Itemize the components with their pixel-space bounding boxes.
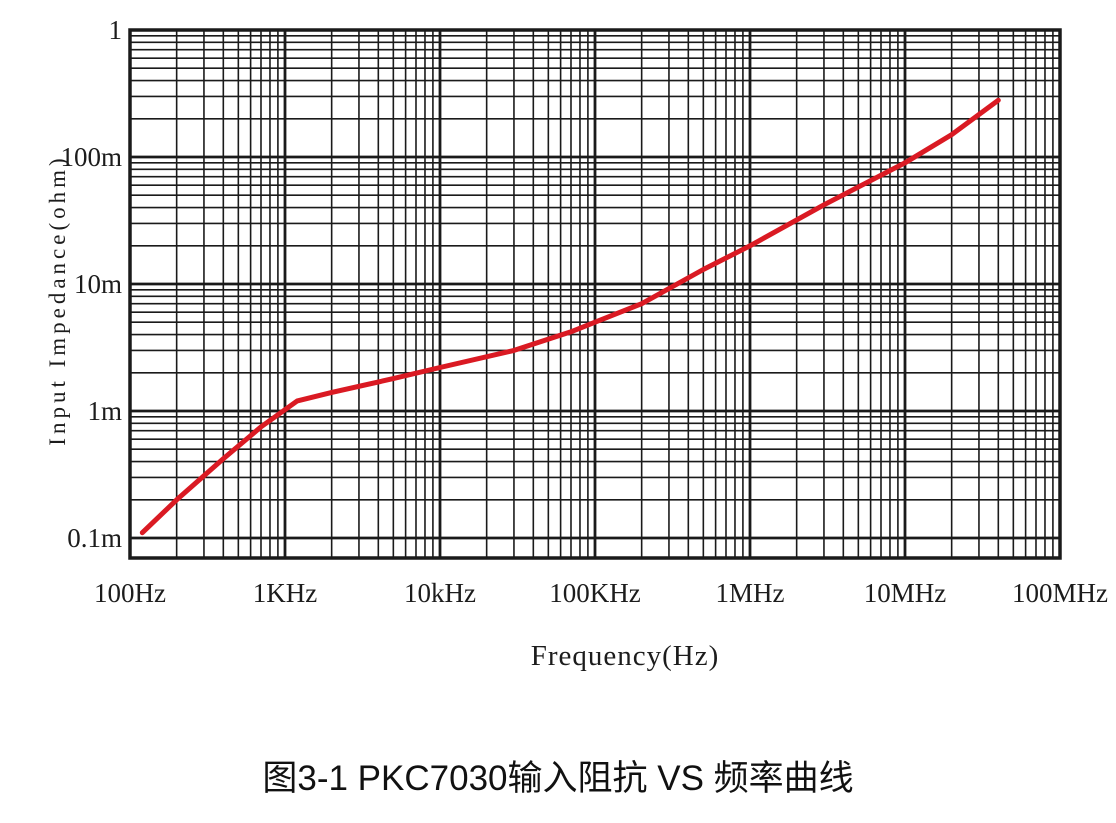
y-tick-label: 100m: [60, 142, 122, 172]
x-tick-label: 1MHz: [716, 578, 785, 608]
y-tick-labels: 1 100m 10m 1m 0.1m: [60, 15, 122, 553]
x-tick-label: 10kHz: [404, 578, 476, 608]
y-tick-label: 10m: [74, 269, 122, 299]
y-tick-label: 1m: [87, 396, 122, 426]
plot-frame: [128, 28, 1062, 560]
x-tick-labels: 100Hz 1KHz 10kHz 100KHz 1MHz 10MHz 100MHz: [94, 578, 1108, 608]
x-tick-label: 100KHz: [549, 578, 640, 608]
impedance-curve: [139, 97, 1001, 536]
x-tick-label: 100MHz: [1012, 578, 1108, 608]
y-axis-title: Input Impedance(ohm): [45, 154, 70, 446]
x-tick-label: 100Hz: [94, 578, 166, 608]
x-tick-label: 1KHz: [253, 578, 317, 608]
y-tick-label: 1: [109, 15, 123, 45]
grid-major: [130, 30, 1060, 558]
x-axis-title: Frequency(Hz): [530, 640, 720, 672]
y-tick-label: 0.1m: [67, 523, 122, 553]
impedance-frequency-chart: 100Hz 1KHz 10kHz 100KHz 1MHz 10MHz 100MHz 1 100…: [60, 15, 1108, 608]
figure-caption: 图3-1 PKC7030输入阻抗 VS 频率曲线: [262, 759, 854, 798]
x-tick-label: 10MHz: [864, 578, 947, 608]
